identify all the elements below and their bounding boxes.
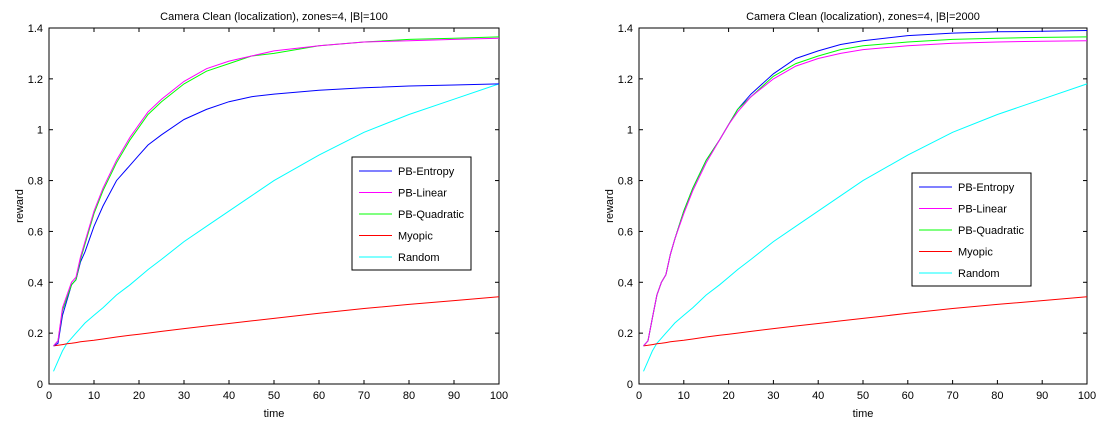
x-tick-label: 60 [902,390,914,402]
x-tick-label: 40 [223,390,235,402]
x-tick-label: 0 [46,390,52,402]
y-tick-label: 1 [37,125,43,137]
y-tick-label: 0 [37,379,43,391]
legend-label: Myopic [398,231,433,243]
series-line-myopic [643,296,1088,347]
x-tick-label: 80 [403,390,415,402]
y-tick-label: 0.6 [28,226,43,238]
x-tick-label: 30 [767,390,779,402]
series-line-random [643,83,1088,372]
y-tick-label: 0.6 [618,226,633,238]
y-axis-label: reward [14,189,26,223]
series-line-pb-linear [53,37,500,347]
x-tick-label: 20 [722,390,734,402]
series-line-pb-linear [643,40,1088,347]
x-tick-label: 30 [178,390,190,402]
x-tick-label: 100 [1078,390,1096,402]
y-axis-label: reward [604,189,616,223]
y-tick-label: 1 [627,125,633,137]
x-tick-label: 0 [636,390,642,402]
legend-label: Random [398,252,440,264]
x-tick-label: 50 [268,390,280,402]
series-line-random [53,83,500,372]
legend: PB-Entropy PB-Linear PB-Quadratic Myopic Ran… [351,156,472,271]
x-tick-label: 60 [313,390,325,402]
y-tick-label: 0.8 [28,176,43,188]
x-axis-label: time [853,408,874,420]
x-tick-label: 70 [946,390,958,402]
y-tick-label: 0.4 [28,277,43,289]
legend-label: Myopic [958,247,993,259]
legend-label: PB-Linear [958,204,1007,216]
y-tick-label: 0.4 [618,277,633,289]
legend-label: PB-Quadratic [958,225,1025,237]
x-tick-label: 70 [358,390,370,402]
legend-label: PB-Linear [398,188,447,200]
y-tick-label: 0.2 [618,328,633,340]
y-tick-label: 0.8 [618,176,633,188]
chart-panel-1: Camera Clean (localization), zones=4, |B… [14,11,508,420]
legend-label: PB-Entropy [958,182,1015,194]
x-tick-label: 10 [88,390,100,402]
chart-title: Camera Clean (localization), zones=4, |B… [746,11,980,23]
series-line-myopic [53,296,500,347]
x-axis-label: time [264,408,285,420]
legend-label: PB-Entropy [398,166,455,178]
legend-label: PB-Quadratic [398,209,465,221]
y-tick-label: 1.2 [618,74,633,86]
chart-title: Camera Clean (localization), zones=4, |B… [160,11,388,23]
legend-label: Random [958,268,1000,280]
x-tick-label: 80 [991,390,1003,402]
x-tick-label: 50 [857,390,869,402]
x-tick-label: 90 [448,390,460,402]
y-tick-label: 0 [627,379,633,391]
x-tick-label: 90 [1036,390,1048,402]
x-tick-label: 20 [133,390,145,402]
x-tick-label: 100 [490,390,508,402]
x-tick-label: 40 [812,390,824,402]
chart-panel-2: Camera Clean (localization), zones=4, |B… [604,11,1096,420]
x-tick-label: 10 [678,390,690,402]
legend: PB-Entropy PB-Linear PB-Quadratic Myopic Ran… [911,172,1032,287]
y-tick-label: 0.2 [28,328,43,340]
y-tick-label: 1.2 [28,74,43,86]
y-tick-label: 1.4 [618,23,633,35]
y-tick-label: 1.4 [28,23,43,35]
